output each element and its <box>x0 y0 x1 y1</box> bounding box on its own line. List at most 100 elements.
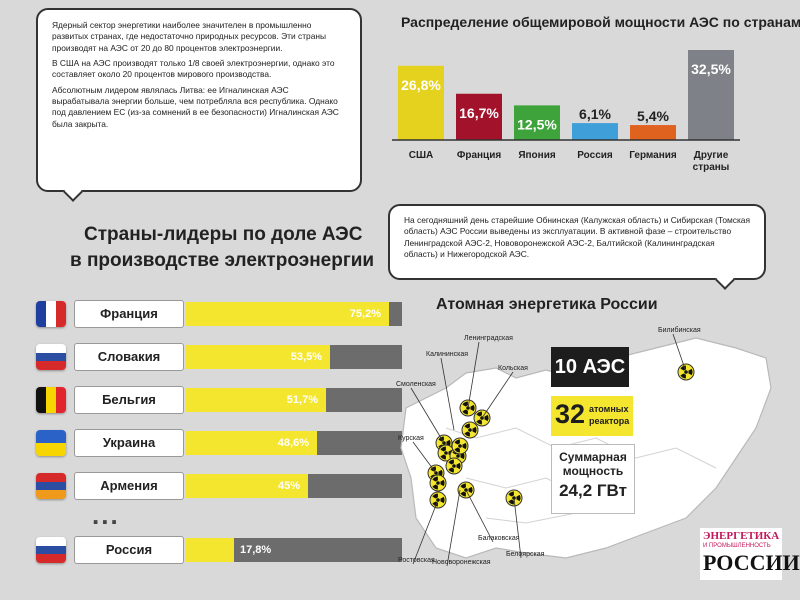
leader-country-name: Франция <box>74 300 184 328</box>
flag-stripe <box>56 387 66 413</box>
map-location-label: Курская <box>398 435 424 442</box>
map-location-label: Смоленская <box>396 381 436 388</box>
leader-bar-fill <box>186 431 317 455</box>
flag-stripe <box>36 387 46 413</box>
dist-bar <box>398 65 444 140</box>
radiation-marker-icon <box>429 474 447 492</box>
dist-category-label: Франция <box>457 150 502 161</box>
russia-bubble-text: На сегодняшний день старейшие Обнинская … <box>404 215 751 260</box>
capacity-label-1: Суммарная <box>559 450 627 464</box>
logo-line-3: РОССИИ <box>703 550 800 575</box>
dist-bar <box>630 125 676 140</box>
radiation-marker-icon <box>445 457 463 475</box>
leader-row: Украина 48,6% <box>36 429 402 457</box>
map-location-label: Калининская <box>426 351 468 358</box>
flag-stripe <box>36 490 66 499</box>
dist-bar <box>572 123 618 140</box>
logo-line-2: И ПРОМЫШЛЕННОСТЬ <box>703 543 771 549</box>
radiation-marker-icon <box>461 421 479 439</box>
flag-stripe <box>36 473 66 482</box>
info-paragraph-1: Ядерный сектор энергетики наиболее значи… <box>52 20 326 53</box>
leader-country-name: Словакия <box>74 343 184 371</box>
capacity-box: Суммарная мощность 24,2 ГВт <box>551 444 635 514</box>
leader-bar-value-label: 51,7% <box>286 394 318 406</box>
dist-bar-value-label: 16,7% <box>459 105 499 121</box>
map-location-label: Ленинградская <box>464 335 513 342</box>
leader-country-name: Россия <box>74 536 184 564</box>
map-leader-line <box>672 333 687 373</box>
dist-category-label: Германия <box>629 150 677 161</box>
distribution-chart: 26,8% США 16,7% Франция 12,5% Япония 6,1% Росси… <box>392 50 740 173</box>
dist-bar-value-label: 5,4% <box>637 108 669 124</box>
russia-title: Атомная энергетика России <box>436 296 658 313</box>
map-leader-line <box>465 489 494 543</box>
info-paragraph-2: В США на АЭС производят только 1/8 своей… <box>52 58 335 80</box>
flag-stripe <box>36 430 66 443</box>
ellipsis: ... <box>92 500 120 530</box>
map-location-label: Ростовская <box>398 557 435 564</box>
leader-row: Россия 17,8% <box>36 536 402 564</box>
radiation-marker-icon <box>451 437 469 455</box>
flag-icon <box>36 301 66 327</box>
reactors-label-2: реактора <box>589 416 630 426</box>
leader-country-name: Бельгия <box>74 386 184 414</box>
reactors-label-1: атомных <box>589 404 629 414</box>
leader-bar-fill <box>186 388 326 412</box>
flag-icon <box>36 387 66 413</box>
leader-bar-track <box>186 388 402 412</box>
leader-row: Бельгия 51,7% <box>36 386 402 414</box>
npp-count-box: 10 АЭС <box>551 347 629 387</box>
leader-bar-fill <box>186 302 389 326</box>
flag-stripe <box>36 361 66 370</box>
leader-row: Франция 75,2% <box>36 300 402 328</box>
flag-stripe <box>36 443 66 456</box>
leader-bar-value-label: 17,8% <box>240 544 272 556</box>
map-leader-line <box>513 497 522 559</box>
flag-stripe <box>36 481 66 491</box>
map-location-label: Балаковская <box>478 535 520 542</box>
map-leader-line <box>412 499 439 565</box>
flag-stripe <box>46 387 56 413</box>
publisher-logo: ЭНЕРГЕТИКА И ПРОМЫШЛЕННОСТЬ РОССИИ <box>700 528 800 580</box>
info-bubble: Ядерный сектор энергетики наиболее значи… <box>36 8 362 192</box>
leader-bar-value-label: 48,6% <box>277 437 309 449</box>
capacity-value: 24,2 ГВт <box>559 481 627 500</box>
dist-bar <box>514 105 560 140</box>
map-location-label: Нововоронежская <box>432 559 491 566</box>
dist-category-label: страны <box>693 162 730 173</box>
leaders-title-line-1: Страны-лидеры по доле АЭС <box>84 224 363 245</box>
map-location-label: Кольская <box>498 365 528 372</box>
map-location-label: Белоярская <box>506 551 545 558</box>
flag-icon <box>36 344 66 370</box>
leader-bar-track <box>186 474 402 498</box>
flag-stripe <box>46 301 56 327</box>
flag-stripe <box>36 301 46 327</box>
map-leader-line <box>410 387 445 444</box>
flag-stripe <box>36 537 66 546</box>
leader-bar-track <box>186 345 402 369</box>
leader-bar-track <box>186 538 402 562</box>
dist-bar-value-label: 6,1% <box>579 106 611 122</box>
leaders-title-line-2: в производстве электроэнергии <box>70 250 375 271</box>
flag-icon <box>36 430 66 456</box>
dist-category-label: Япония <box>518 150 556 161</box>
dist-category-label: Россия <box>577 150 613 161</box>
info-paragraph-3: Абсолютным лидером являлась Литва: ее Иг… <box>52 84 339 129</box>
map-leader-line <box>467 341 480 409</box>
leader-bar-fill <box>186 345 330 369</box>
russia-bubble: На сегодняшний день старейшие Обнинская … <box>388 204 766 280</box>
flag-stripe <box>56 301 66 327</box>
flag-icon <box>36 537 66 563</box>
leader-row: Армения 45% <box>36 472 402 500</box>
reactors-count: 32 <box>555 399 586 429</box>
flag-stripe <box>36 344 66 353</box>
dist-bar-value-label: 32,5% <box>691 61 731 77</box>
map-leader-line <box>440 357 455 431</box>
map-leader-line <box>446 489 461 567</box>
flag-stripe <box>36 545 66 555</box>
leader-bar-value-label: 53,5% <box>290 351 322 363</box>
flag-stripe <box>36 554 66 563</box>
flag-stripe <box>36 352 66 362</box>
dist-category-label: США <box>409 150 434 161</box>
